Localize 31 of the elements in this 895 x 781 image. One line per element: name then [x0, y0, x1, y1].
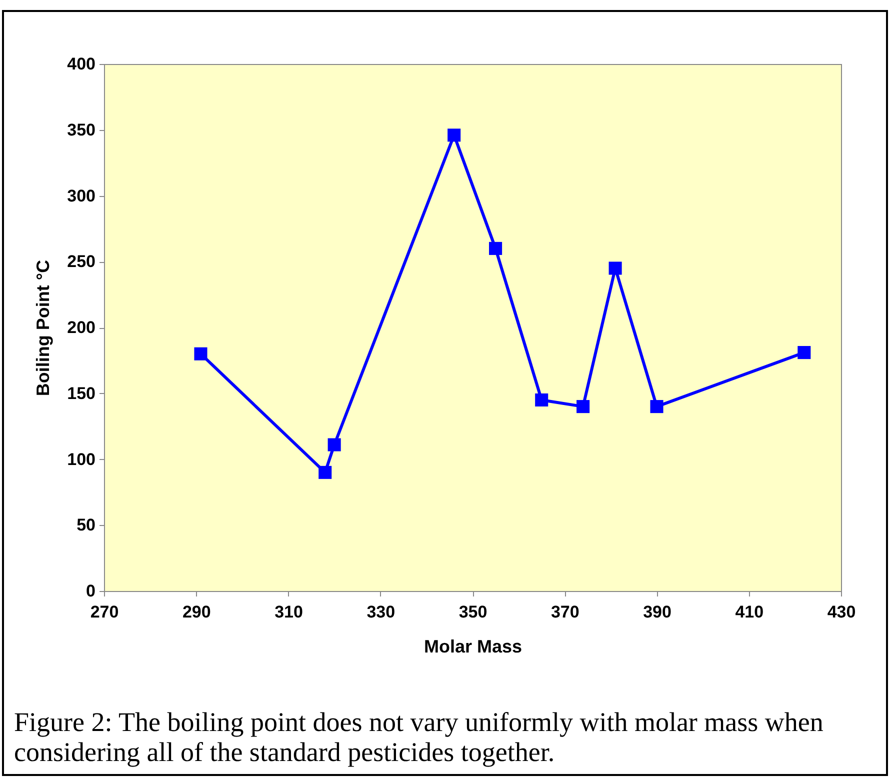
x-tick-label: 430 [827, 602, 856, 622]
point [318, 466, 332, 479]
caption: Figure 2: The boiling point does not vary uniformly with molar mass when considering all of the standard pesticides together. [14, 707, 824, 767]
y-tick-label: 150 [67, 384, 96, 403]
x-axis-title: Molar Mass [424, 636, 522, 656]
y-tick-label: 300 [67, 186, 96, 206]
y-tick-label: 200 [67, 318, 96, 337]
x-tick-label: 390 [643, 602, 672, 622]
point [798, 346, 811, 360]
y-tick-label: 400 [67, 54, 96, 74]
x-tick-label: 370 [550, 602, 580, 622]
point [489, 242, 502, 255]
x-tick-label: 270 [90, 602, 119, 622]
point [576, 400, 590, 414]
y-tick-label: 50 [76, 516, 96, 535]
point [448, 128, 461, 142]
point [194, 347, 208, 360]
x-tick-label: 350 [458, 602, 488, 622]
y-tick-label: 350 [67, 120, 96, 140]
point [608, 262, 622, 275]
point [650, 400, 664, 414]
x-tick-label: 310 [274, 602, 303, 622]
y-tick-label: 100 [67, 450, 96, 469]
point [328, 438, 341, 452]
x-tick-label: 410 [735, 602, 764, 622]
y-tick-label: 0 [86, 582, 96, 600]
y-axis-title: Boiling Point °C [33, 260, 54, 396]
x-tick-label: 330 [366, 602, 396, 622]
y-tick-label: 250 [67, 252, 96, 272]
point [535, 393, 548, 406]
x-tick-label: 290 [182, 602, 211, 622]
